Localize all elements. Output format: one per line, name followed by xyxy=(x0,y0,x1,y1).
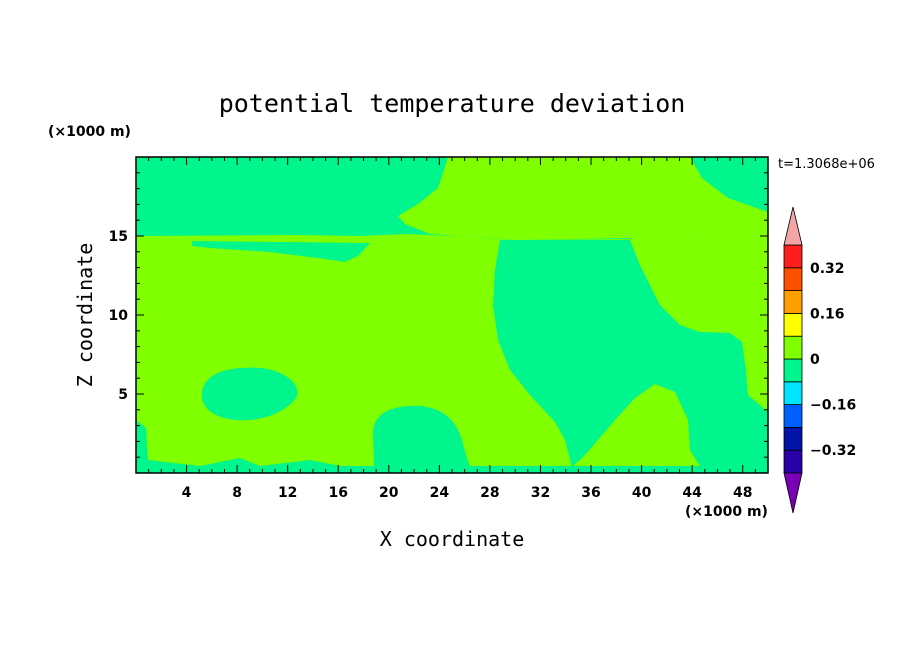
colorbar-bin xyxy=(783,267,803,291)
x-tick-label: 16 xyxy=(328,485,347,501)
chart-title: potential temperature deviation xyxy=(219,89,686,118)
colorbar: 0.32 0.16 0 −0.16 −0.32 xyxy=(783,206,856,514)
x-tick-label: 8 xyxy=(232,485,242,501)
x-tick-label: 32 xyxy=(531,485,550,501)
colorbar-bin xyxy=(783,381,803,405)
x-tick-label: 40 xyxy=(632,485,652,501)
x-axis-ticks: 4 8 12 16 20 24 28 32 36 40 44 48 xyxy=(148,157,756,501)
y-tick-label: 15 xyxy=(109,229,128,245)
time-label: t=1.3068e+06 xyxy=(778,157,875,172)
contour-region-blob-left xyxy=(201,367,298,421)
x-tick-label: 36 xyxy=(581,485,600,501)
colorbar-bin xyxy=(783,290,803,314)
contour-patch-upper-center xyxy=(398,157,768,240)
colorbar-bin xyxy=(783,426,803,451)
colorbar-bin xyxy=(783,449,803,474)
x-tick-label: 12 xyxy=(278,485,297,501)
x-tick-label: 24 xyxy=(430,485,450,501)
y-axis-ticks: 5 10 15 xyxy=(109,172,768,458)
colorbar-bin xyxy=(783,335,803,360)
contour-region-thin-band xyxy=(192,241,370,262)
x-tick-label: 20 xyxy=(379,485,399,501)
colorbar-label: −0.32 xyxy=(810,443,856,459)
contour-region-surface-strip xyxy=(136,420,768,473)
colorbar-extend-max xyxy=(783,206,803,246)
contour-region-blob-middle xyxy=(373,405,470,466)
y-axis-title: Z coordinate xyxy=(73,243,97,388)
x-tick-label: 44 xyxy=(682,485,702,501)
plot-area xyxy=(135,156,769,474)
colorbar-extend-min xyxy=(783,472,803,514)
x-tick-label: 28 xyxy=(480,485,499,501)
colorbar-bin xyxy=(783,312,803,337)
contour-region-mid-plume xyxy=(493,240,768,467)
colorbar-bin xyxy=(783,404,803,428)
y-tick-label: 5 xyxy=(118,387,128,403)
x-unit-label: (×1000 m) xyxy=(685,504,768,520)
x-tick-label: 4 xyxy=(182,485,192,501)
colorbar-label: 0.16 xyxy=(810,306,845,322)
colorbar-bin xyxy=(783,244,803,269)
y-unit-label: (×1000 m) xyxy=(48,124,131,140)
colorbar-label: 0 xyxy=(810,352,820,368)
y-tick-label: 10 xyxy=(109,308,129,324)
colorbar-label: −0.16 xyxy=(810,398,856,414)
x-tick-label: 48 xyxy=(733,485,752,501)
x-axis-title: X coordinate xyxy=(380,527,525,551)
colorbar-bin xyxy=(783,358,803,383)
colorbar-label: 0.32 xyxy=(810,261,845,277)
